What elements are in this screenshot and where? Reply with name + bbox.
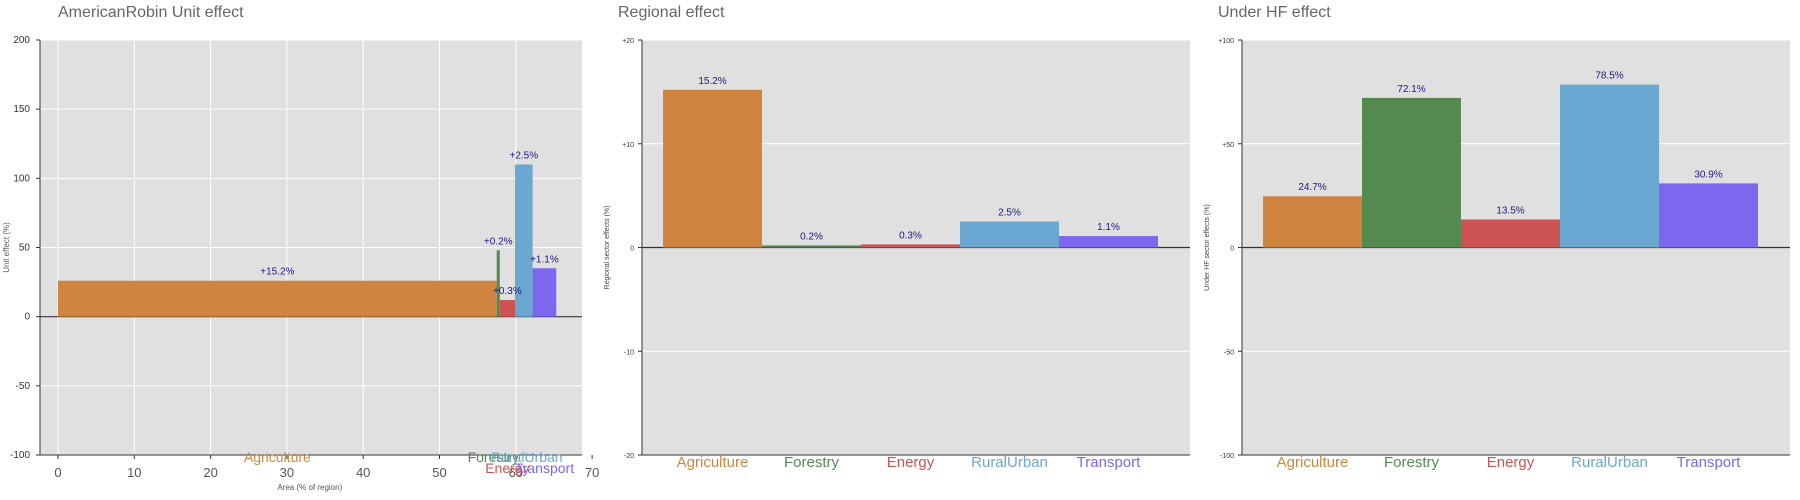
bar-forestry xyxy=(1362,97,1461,248)
bar-ruralurban xyxy=(960,221,1059,248)
y-tick-label: -10 xyxy=(624,349,634,356)
category-label-transport: Transport xyxy=(1077,454,1141,471)
y-tick-label: -50 xyxy=(1224,349,1234,356)
data-label: 15.2% xyxy=(698,76,726,87)
y-tick-label: 50 xyxy=(19,243,31,254)
bar-forestry xyxy=(762,245,861,248)
category-label-ruralurban: RuralUrban xyxy=(971,454,1048,471)
y-tick-label: 150 xyxy=(13,104,30,115)
x-tick-label: 0 xyxy=(54,465,61,480)
bar-agriculture xyxy=(1263,196,1362,248)
x-tick-label: 60 xyxy=(509,465,523,480)
x-tick-label: 40 xyxy=(356,465,370,480)
category-label-ruralurban: RuralUrban xyxy=(1571,454,1648,471)
bar-agriculture xyxy=(58,280,497,317)
y-tick-label: -20 xyxy=(624,453,634,460)
y-tick-label: -100 xyxy=(1220,453,1234,460)
category-label-forestry: Forestry xyxy=(1384,454,1440,471)
data-label: 2.5% xyxy=(998,208,1021,219)
data-label: 24.7% xyxy=(1298,182,1326,193)
regional-effect-title: Regional effect xyxy=(618,4,725,21)
y-tick-label: -50 xyxy=(16,381,31,392)
y-tick-label: 100 xyxy=(13,173,30,184)
category-label-agriculture: Agriculture xyxy=(677,454,749,471)
regional-effect-panel: Regional effect -20 -10 0 +10 +20 15.2% Agricu… xyxy=(600,0,1200,500)
data-label: +1.1% xyxy=(530,254,559,265)
category-label-agriculture: Agriculture xyxy=(1277,454,1349,471)
category-label-energy: Energy xyxy=(1487,454,1535,471)
regional-effect-chart: -20 -10 0 +10 +20 15.2% Agriculture 0.2% Forestr… xyxy=(604,38,1190,471)
under-hf-effect-panel: Under HF effect -100 -50 0 +50 +100 24.7% Agri… xyxy=(1200,0,1800,500)
x-tick-label: 10 xyxy=(127,465,141,480)
category-label-forestry: Forestry xyxy=(784,454,840,471)
y-tick-label: 200 xyxy=(13,35,30,46)
sector-label-transport: Transport xyxy=(515,460,575,476)
sector-label-agriculture: Agriculture xyxy=(244,449,311,465)
y-tick-label: 0 xyxy=(1230,246,1234,253)
y-tick-label: -100 xyxy=(10,450,30,461)
y-tick-label: +100 xyxy=(1218,38,1234,45)
category-label-energy: Energy xyxy=(887,454,935,471)
y-tick-label: +50 xyxy=(1222,142,1234,149)
x-axis-label: Area (% of region) xyxy=(277,483,342,492)
bar-transport xyxy=(1659,183,1758,248)
data-label: 1.1% xyxy=(1097,222,1120,233)
x-tick-label: 50 xyxy=(432,465,446,480)
sector-label-energy: Energy xyxy=(485,460,529,476)
bar-agriculture xyxy=(663,89,762,248)
bar-transport xyxy=(532,268,557,317)
data-label: 13.5% xyxy=(1496,205,1524,216)
data-label: +0.3% xyxy=(493,286,522,297)
y-tick-label: +10 xyxy=(622,142,634,149)
bar-forestry xyxy=(496,250,500,317)
bar-energy xyxy=(1461,219,1560,248)
bar-energy xyxy=(499,300,516,317)
data-label: 0.3% xyxy=(899,230,922,241)
data-label: +15.2% xyxy=(260,267,294,278)
y-tick-label: 0 xyxy=(630,246,634,253)
bar-transport xyxy=(1059,236,1158,248)
sector-label-forestry: Forestry xyxy=(468,449,519,465)
under-hf-effect-title: Under HF effect xyxy=(1218,4,1331,21)
data-label: 0.2% xyxy=(800,231,823,242)
y-axis-label: Unit effect (%) xyxy=(2,222,11,273)
data-label: 30.9% xyxy=(1694,169,1722,180)
y-axis-label: Regional sector effects (%) xyxy=(604,206,611,290)
data-label: +0.2% xyxy=(484,236,513,247)
data-label: +2.5% xyxy=(509,151,538,162)
under-hf-effect-chart: -100 -50 0 +50 +100 24.7% Agriculture 72.1% Fore… xyxy=(1204,38,1790,471)
x-tick-label: 70 xyxy=(585,465,599,480)
data-label: 72.1% xyxy=(1397,84,1425,95)
y-tick-label: +20 xyxy=(622,38,634,45)
y-axis-label: Under HF sector effects (%) xyxy=(1204,204,1211,291)
x-tick-label: 30 xyxy=(280,465,294,480)
bar-ruralurban xyxy=(1560,84,1659,248)
unit-effect-title: AmericanRobin Unit effect xyxy=(58,4,244,21)
x-tick-label: 20 xyxy=(203,465,217,480)
data-label: 78.5% xyxy=(1595,71,1623,82)
y-tick-label: 0 xyxy=(24,312,30,323)
unit-effect-chart: -100 -50 0 50 100 150 200 0 10 20 30 40 50 60 70 +15.2%… xyxy=(2,35,599,492)
category-label-transport: Transport xyxy=(1677,454,1741,471)
bar-energy xyxy=(861,244,960,248)
unit-effect-panel: AmericanRobin Unit effect -100 -50 0 50 100 1… xyxy=(0,0,600,500)
bar-ruralurban xyxy=(515,164,533,317)
sector-label-ruralurban: RuralUrban xyxy=(491,449,563,465)
